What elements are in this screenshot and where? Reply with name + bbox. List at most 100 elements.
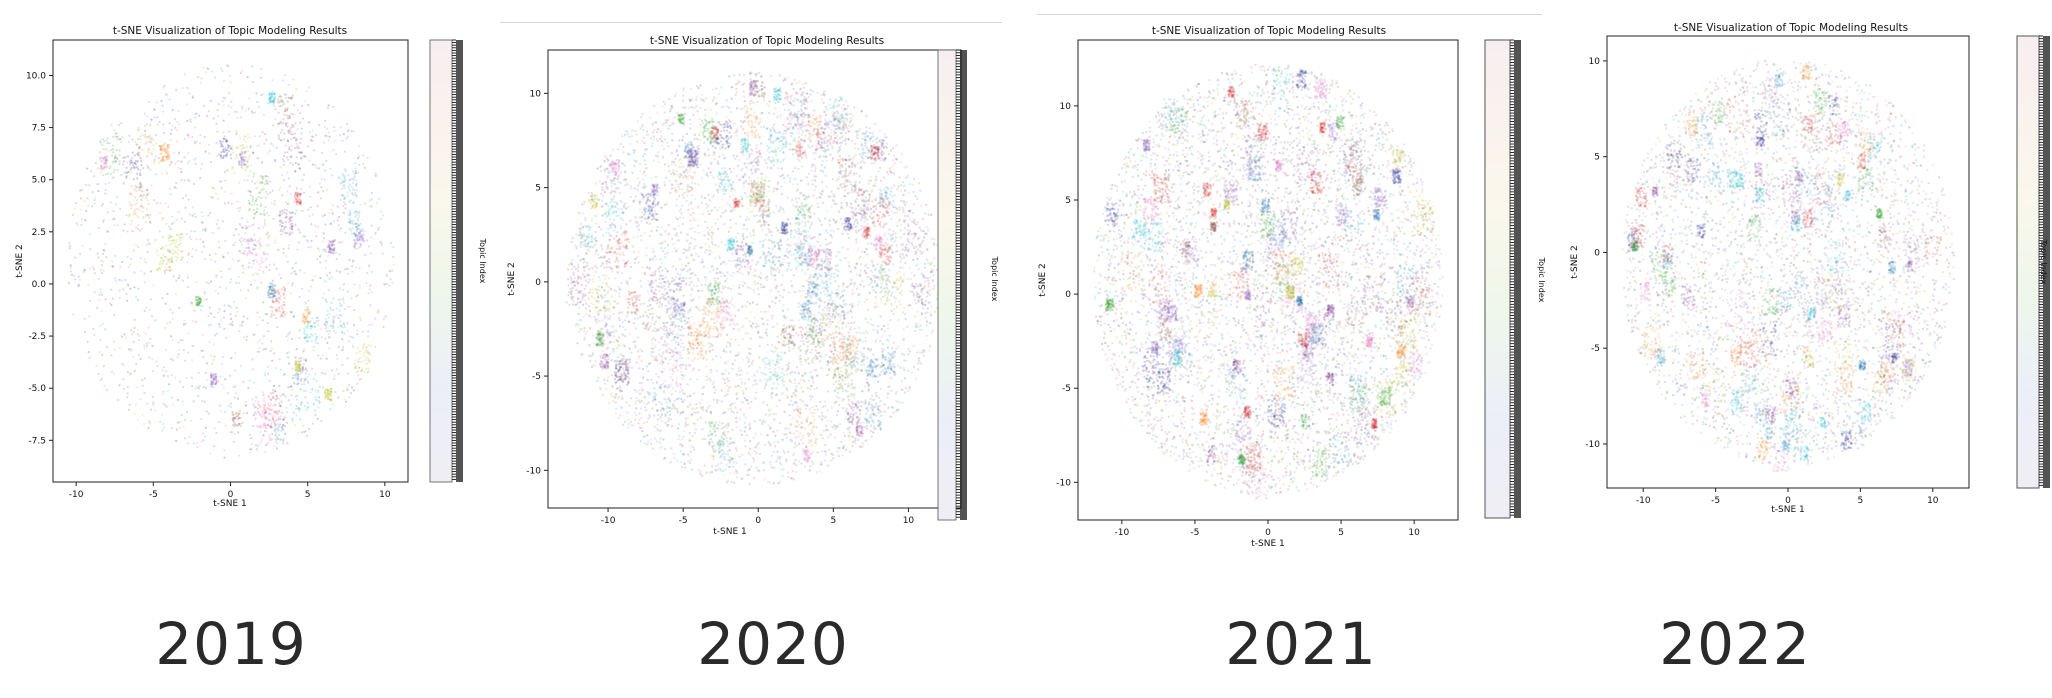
scatter-point <box>105 158 108 161</box>
scatter-point <box>841 446 845 450</box>
scatter-point <box>900 153 903 156</box>
scatter-point <box>352 324 356 327</box>
scatter-point <box>238 249 241 252</box>
scatter-point <box>625 365 628 369</box>
scatter-point <box>367 335 370 338</box>
scatter-point <box>844 172 847 175</box>
scatter-point <box>282 292 285 295</box>
scatter-point <box>332 319 335 322</box>
scatter-point <box>785 436 788 440</box>
scatter-point <box>225 287 228 290</box>
scatter-point <box>219 270 223 273</box>
scatter-point <box>283 151 286 154</box>
scatter-point <box>148 217 151 220</box>
scatter-point <box>276 309 279 312</box>
scatter-point <box>268 433 271 436</box>
scatter-point <box>139 135 142 138</box>
scatter-point <box>877 170 880 173</box>
scatter-point <box>265 415 268 418</box>
scatter-point <box>136 153 139 156</box>
scatter-point <box>255 244 258 247</box>
scatter-point <box>86 167 89 170</box>
scatter-point <box>328 329 331 332</box>
scatter-point <box>112 372 115 375</box>
scatter-point <box>311 317 314 320</box>
scatter-point <box>813 282 817 286</box>
scatter-point <box>818 297 821 300</box>
scatter-point <box>262 348 265 351</box>
scatter-point <box>249 250 252 253</box>
scatter-point <box>267 244 270 247</box>
scatter-point <box>182 349 185 352</box>
scatter-point <box>884 358 887 361</box>
separator-line <box>500 22 1002 23</box>
scatter-point <box>298 361 301 364</box>
scatter-point <box>343 197 346 200</box>
scatter-point <box>330 399 333 402</box>
scatter-point <box>188 92 191 95</box>
scatter-point <box>205 410 208 413</box>
scatter-point <box>826 335 830 339</box>
scatter-point <box>132 330 135 333</box>
scatter-point <box>370 344 373 347</box>
scatter-point <box>869 157 873 160</box>
scatter-point <box>866 231 869 234</box>
scatter-point <box>238 238 241 242</box>
scatter-point <box>267 402 270 405</box>
scatter-point <box>645 324 648 327</box>
scatter-point <box>677 306 680 309</box>
scatter-point <box>211 382 214 385</box>
scatter-point <box>299 202 302 205</box>
x-tick-label: -5 <box>149 490 158 500</box>
scatter-point <box>243 159 246 162</box>
scatter-point <box>162 402 165 405</box>
scatter-point <box>807 459 810 462</box>
scatter-point <box>144 135 147 138</box>
scatter-point <box>790 324 793 328</box>
scatter-point <box>308 159 311 162</box>
scatter-point <box>698 148 701 151</box>
scatter-point <box>273 291 277 294</box>
scatter-point <box>827 195 830 198</box>
scatter-point <box>280 122 283 125</box>
scatter-point <box>270 425 273 429</box>
scatter-point <box>166 249 169 252</box>
scatter-point <box>339 324 342 328</box>
scatter-point <box>133 167 136 170</box>
scatter-point <box>199 81 203 84</box>
scatter-point <box>817 133 821 136</box>
scatter-point <box>253 410 257 414</box>
scatter-point <box>878 423 881 426</box>
scatter-point <box>339 134 342 137</box>
scatter-point <box>160 149 163 152</box>
scatter-point <box>293 136 296 139</box>
scatter-point <box>215 142 218 145</box>
scatter-point <box>191 319 194 322</box>
scatter-point <box>356 227 359 230</box>
scatter-point <box>195 385 199 388</box>
scatter-point <box>240 116 243 119</box>
scatter-point <box>141 195 144 198</box>
scatter-point <box>280 314 283 317</box>
scatter-point <box>270 437 274 441</box>
scatter-point <box>749 87 753 90</box>
scatter-point <box>171 317 174 320</box>
scatter-point <box>612 348 615 351</box>
scatter-point <box>614 377 617 381</box>
scatter-point <box>312 378 315 381</box>
scatter-point <box>274 423 277 426</box>
scatter-point <box>627 380 630 384</box>
scatter-point <box>297 109 300 112</box>
scatter-point <box>247 174 250 178</box>
separator-line <box>1037 14 1542 15</box>
scatter-point <box>271 359 274 362</box>
scatter-point <box>348 209 351 212</box>
scatter-point <box>325 394 328 397</box>
scatter-point <box>221 220 224 223</box>
scatter-point <box>309 324 312 327</box>
scatter-point <box>264 410 267 413</box>
scatter-point <box>83 269 86 272</box>
scatter-point <box>303 378 306 381</box>
scatter-point <box>221 255 225 259</box>
scatter-point <box>135 201 138 205</box>
